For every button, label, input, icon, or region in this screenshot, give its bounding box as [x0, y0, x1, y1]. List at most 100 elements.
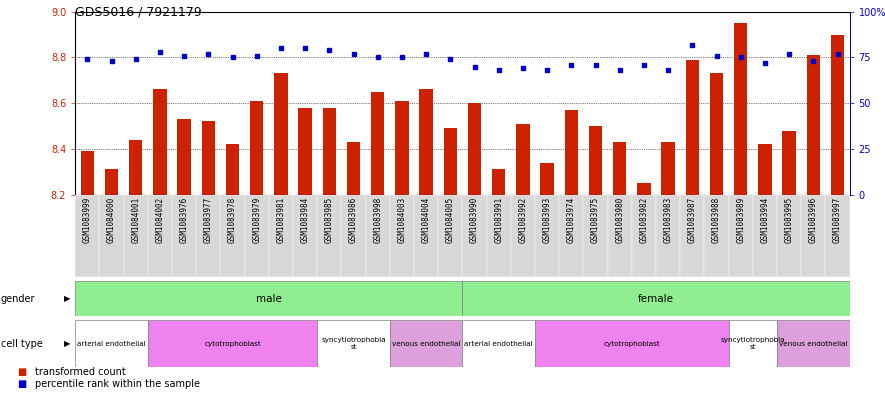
Text: cytotrophoblast: cytotrophoblast — [604, 341, 660, 347]
Bar — [686, 60, 699, 195]
Bar — [226, 144, 239, 195]
Bar — [831, 35, 844, 195]
Bar — [806, 55, 820, 195]
Bar — [758, 144, 772, 195]
Bar — [414, 195, 438, 277]
Text: arterial endothelial: arterial endothelial — [77, 341, 146, 347]
Bar — [463, 195, 487, 277]
Text: GSM1083998: GSM1083998 — [373, 197, 382, 243]
Bar — [492, 169, 505, 195]
Text: GSM1083978: GSM1083978 — [228, 197, 237, 243]
Bar — [366, 195, 389, 277]
Text: GSM1083984: GSM1083984 — [301, 197, 310, 243]
Text: ■: ■ — [18, 367, 27, 377]
Bar — [734, 23, 747, 195]
Text: GSM1083974: GSM1083974 — [566, 197, 576, 243]
Bar — [589, 126, 602, 195]
Text: syncytiotrophobla
st: syncytiotrophobla st — [720, 337, 785, 351]
Bar — [801, 195, 826, 277]
Text: GSM1084003: GSM1084003 — [397, 197, 406, 243]
Text: female: female — [638, 294, 674, 304]
Bar — [99, 195, 124, 277]
Text: transformed count: transformed count — [35, 367, 127, 377]
Text: GSM1083997: GSM1083997 — [833, 197, 842, 243]
Bar — [75, 195, 99, 277]
Bar — [129, 140, 142, 195]
Bar — [463, 281, 850, 316]
Bar — [389, 320, 463, 367]
Bar — [104, 169, 119, 195]
Bar — [274, 73, 288, 195]
Bar — [463, 320, 535, 367]
Bar — [753, 195, 777, 277]
Bar — [487, 195, 511, 277]
Text: GSM1083979: GSM1083979 — [252, 197, 261, 243]
Bar — [535, 195, 559, 277]
Bar — [196, 195, 220, 277]
Bar — [178, 119, 191, 195]
Bar — [419, 90, 433, 195]
Text: GSM1083993: GSM1083993 — [543, 197, 551, 243]
Text: GSM1084002: GSM1084002 — [156, 197, 165, 243]
Text: GDS5016 / 7921179: GDS5016 / 7921179 — [75, 6, 202, 19]
Bar — [728, 320, 777, 367]
Bar — [81, 151, 94, 195]
Text: GSM1083995: GSM1083995 — [785, 197, 794, 243]
Text: GSM1083989: GSM1083989 — [736, 197, 745, 243]
Text: cell type: cell type — [1, 339, 42, 349]
Text: GSM1084004: GSM1084004 — [421, 197, 431, 243]
Bar — [661, 142, 674, 195]
Bar — [172, 195, 196, 277]
Text: venous endothelial: venous endothelial — [779, 341, 848, 347]
Bar — [323, 108, 336, 195]
Bar — [443, 128, 457, 195]
Bar — [317, 195, 342, 277]
Bar — [656, 195, 681, 277]
Bar — [389, 195, 414, 277]
Bar — [632, 195, 656, 277]
Text: ▶: ▶ — [65, 340, 71, 348]
Bar — [75, 281, 463, 316]
Bar — [250, 101, 264, 195]
Text: ▶: ▶ — [65, 294, 71, 303]
Bar — [396, 101, 409, 195]
Text: GSM1084005: GSM1084005 — [446, 197, 455, 243]
Bar — [317, 320, 389, 367]
Text: GSM1083987: GSM1083987 — [688, 197, 696, 243]
Bar — [637, 183, 650, 195]
Bar — [583, 195, 608, 277]
Bar — [342, 195, 366, 277]
Bar — [153, 90, 166, 195]
Bar — [347, 142, 360, 195]
Text: cytotrophoblast: cytotrophoblast — [204, 341, 261, 347]
Bar — [704, 195, 728, 277]
Text: male: male — [256, 294, 281, 304]
Bar — [468, 103, 481, 195]
Bar — [511, 195, 535, 277]
Text: gender: gender — [1, 294, 35, 304]
Bar — [202, 121, 215, 195]
Bar — [608, 195, 632, 277]
Bar — [777, 320, 850, 367]
Bar — [293, 195, 317, 277]
Text: GSM1083976: GSM1083976 — [180, 197, 189, 243]
Bar — [710, 73, 723, 195]
Bar — [124, 195, 148, 277]
Text: GSM1083980: GSM1083980 — [615, 197, 624, 243]
Text: GSM1083990: GSM1083990 — [470, 197, 479, 243]
Text: GSM1083982: GSM1083982 — [639, 197, 649, 243]
Bar — [75, 320, 148, 367]
Text: GSM1083975: GSM1083975 — [591, 197, 600, 243]
Bar — [728, 195, 753, 277]
Bar — [269, 195, 293, 277]
Bar — [148, 320, 317, 367]
Text: syncytiotrophobla
st: syncytiotrophobla st — [321, 337, 386, 351]
Text: GSM1084000: GSM1084000 — [107, 197, 116, 243]
Text: venous endothelial: venous endothelial — [392, 341, 460, 347]
Text: GSM1083977: GSM1083977 — [204, 197, 212, 243]
Bar — [244, 195, 269, 277]
Bar — [565, 110, 578, 195]
Bar — [782, 130, 796, 195]
Text: GSM1083983: GSM1083983 — [664, 197, 673, 243]
Bar — [371, 92, 384, 195]
